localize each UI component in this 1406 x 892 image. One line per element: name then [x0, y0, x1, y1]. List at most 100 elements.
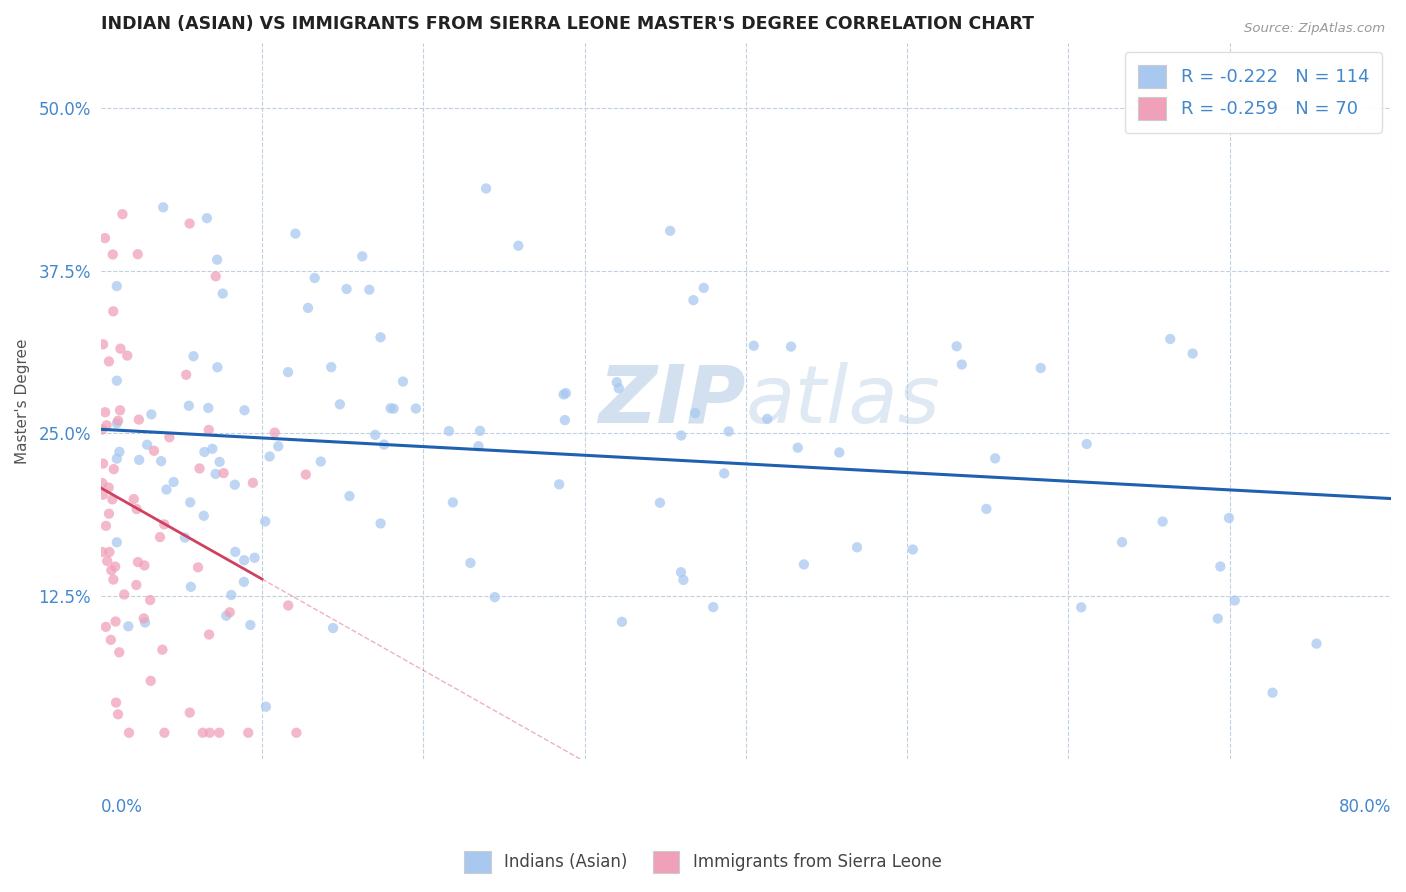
Point — [150, 454, 173, 468]
Point — [460, 556, 482, 570]
Point — [1261, 686, 1284, 700]
Point — [329, 397, 352, 411]
Point — [198, 627, 221, 641]
Point — [107, 414, 129, 428]
Point — [828, 445, 851, 459]
Point — [208, 455, 231, 469]
Point — [183, 349, 205, 363]
Point — [108, 403, 131, 417]
Point — [105, 696, 128, 710]
Point — [94, 620, 117, 634]
Point — [162, 475, 184, 489]
Text: Source: ZipAtlas.com: Source: ZipAtlas.com — [1244, 22, 1385, 36]
Point — [193, 508, 215, 523]
Point — [195, 211, 218, 226]
Point — [98, 545, 121, 559]
Point — [976, 502, 998, 516]
Point — [187, 560, 209, 574]
Point — [475, 181, 498, 195]
Point — [117, 619, 139, 633]
Point — [139, 673, 162, 688]
Point — [118, 725, 141, 739]
Point — [1152, 515, 1174, 529]
Point — [322, 621, 344, 635]
Point — [193, 445, 215, 459]
Point — [110, 342, 132, 356]
Point — [672, 573, 695, 587]
Point — [105, 417, 128, 431]
Point — [204, 269, 226, 284]
Point — [277, 365, 299, 379]
Point — [105, 535, 128, 549]
Point — [117, 349, 139, 363]
Point — [554, 413, 576, 427]
Point — [91, 488, 114, 502]
Point — [205, 252, 228, 267]
Point — [96, 554, 118, 568]
Point — [141, 408, 163, 422]
Point — [105, 451, 128, 466]
Point — [179, 495, 201, 509]
Point — [277, 599, 299, 613]
Point — [984, 451, 1007, 466]
Point — [149, 530, 172, 544]
Point — [212, 466, 235, 480]
Point — [91, 545, 114, 559]
Point — [297, 301, 319, 315]
Point — [309, 454, 332, 468]
Point — [548, 477, 571, 491]
Point — [155, 483, 177, 497]
Text: 80.0%: 80.0% — [1339, 798, 1391, 816]
Point — [180, 580, 202, 594]
Point — [224, 477, 246, 491]
Point — [659, 224, 682, 238]
Point — [370, 516, 392, 531]
Point — [91, 476, 114, 491]
Legend: Indians (Asian), Immigrants from Sierra Leone: Indians (Asian), Immigrants from Sierra … — [458, 845, 948, 880]
Point — [945, 339, 967, 353]
Point — [201, 442, 224, 456]
Point — [702, 600, 724, 615]
Point — [554, 386, 576, 401]
Point — [382, 401, 405, 416]
Point — [91, 422, 114, 436]
Point — [669, 565, 692, 579]
Point — [508, 238, 530, 252]
Point — [233, 403, 256, 417]
Point — [96, 418, 118, 433]
Point — [1159, 332, 1181, 346]
Point — [364, 428, 387, 442]
Point — [339, 489, 361, 503]
Point — [254, 515, 277, 529]
Point — [134, 558, 156, 573]
Point — [91, 337, 114, 351]
Point — [484, 590, 506, 604]
Point — [392, 375, 415, 389]
Point — [468, 424, 491, 438]
Point — [263, 425, 285, 440]
Point — [94, 405, 117, 419]
Point — [1223, 593, 1246, 607]
Point — [321, 360, 343, 375]
Point — [101, 492, 124, 507]
Point — [136, 438, 159, 452]
Point — [152, 200, 174, 214]
Point — [1070, 600, 1092, 615]
Point — [285, 725, 308, 739]
Point — [380, 401, 402, 416]
Point — [104, 559, 127, 574]
Point — [793, 558, 815, 572]
Point — [780, 340, 803, 354]
Point — [756, 412, 779, 426]
Point — [132, 611, 155, 625]
Point — [373, 437, 395, 451]
Point — [108, 444, 131, 458]
Point — [717, 425, 740, 439]
Text: 0.0%: 0.0% — [101, 798, 142, 816]
Point — [191, 725, 214, 739]
Point — [122, 491, 145, 506]
Point — [243, 550, 266, 565]
Point — [610, 615, 633, 629]
Point — [179, 706, 201, 720]
Point — [336, 282, 359, 296]
